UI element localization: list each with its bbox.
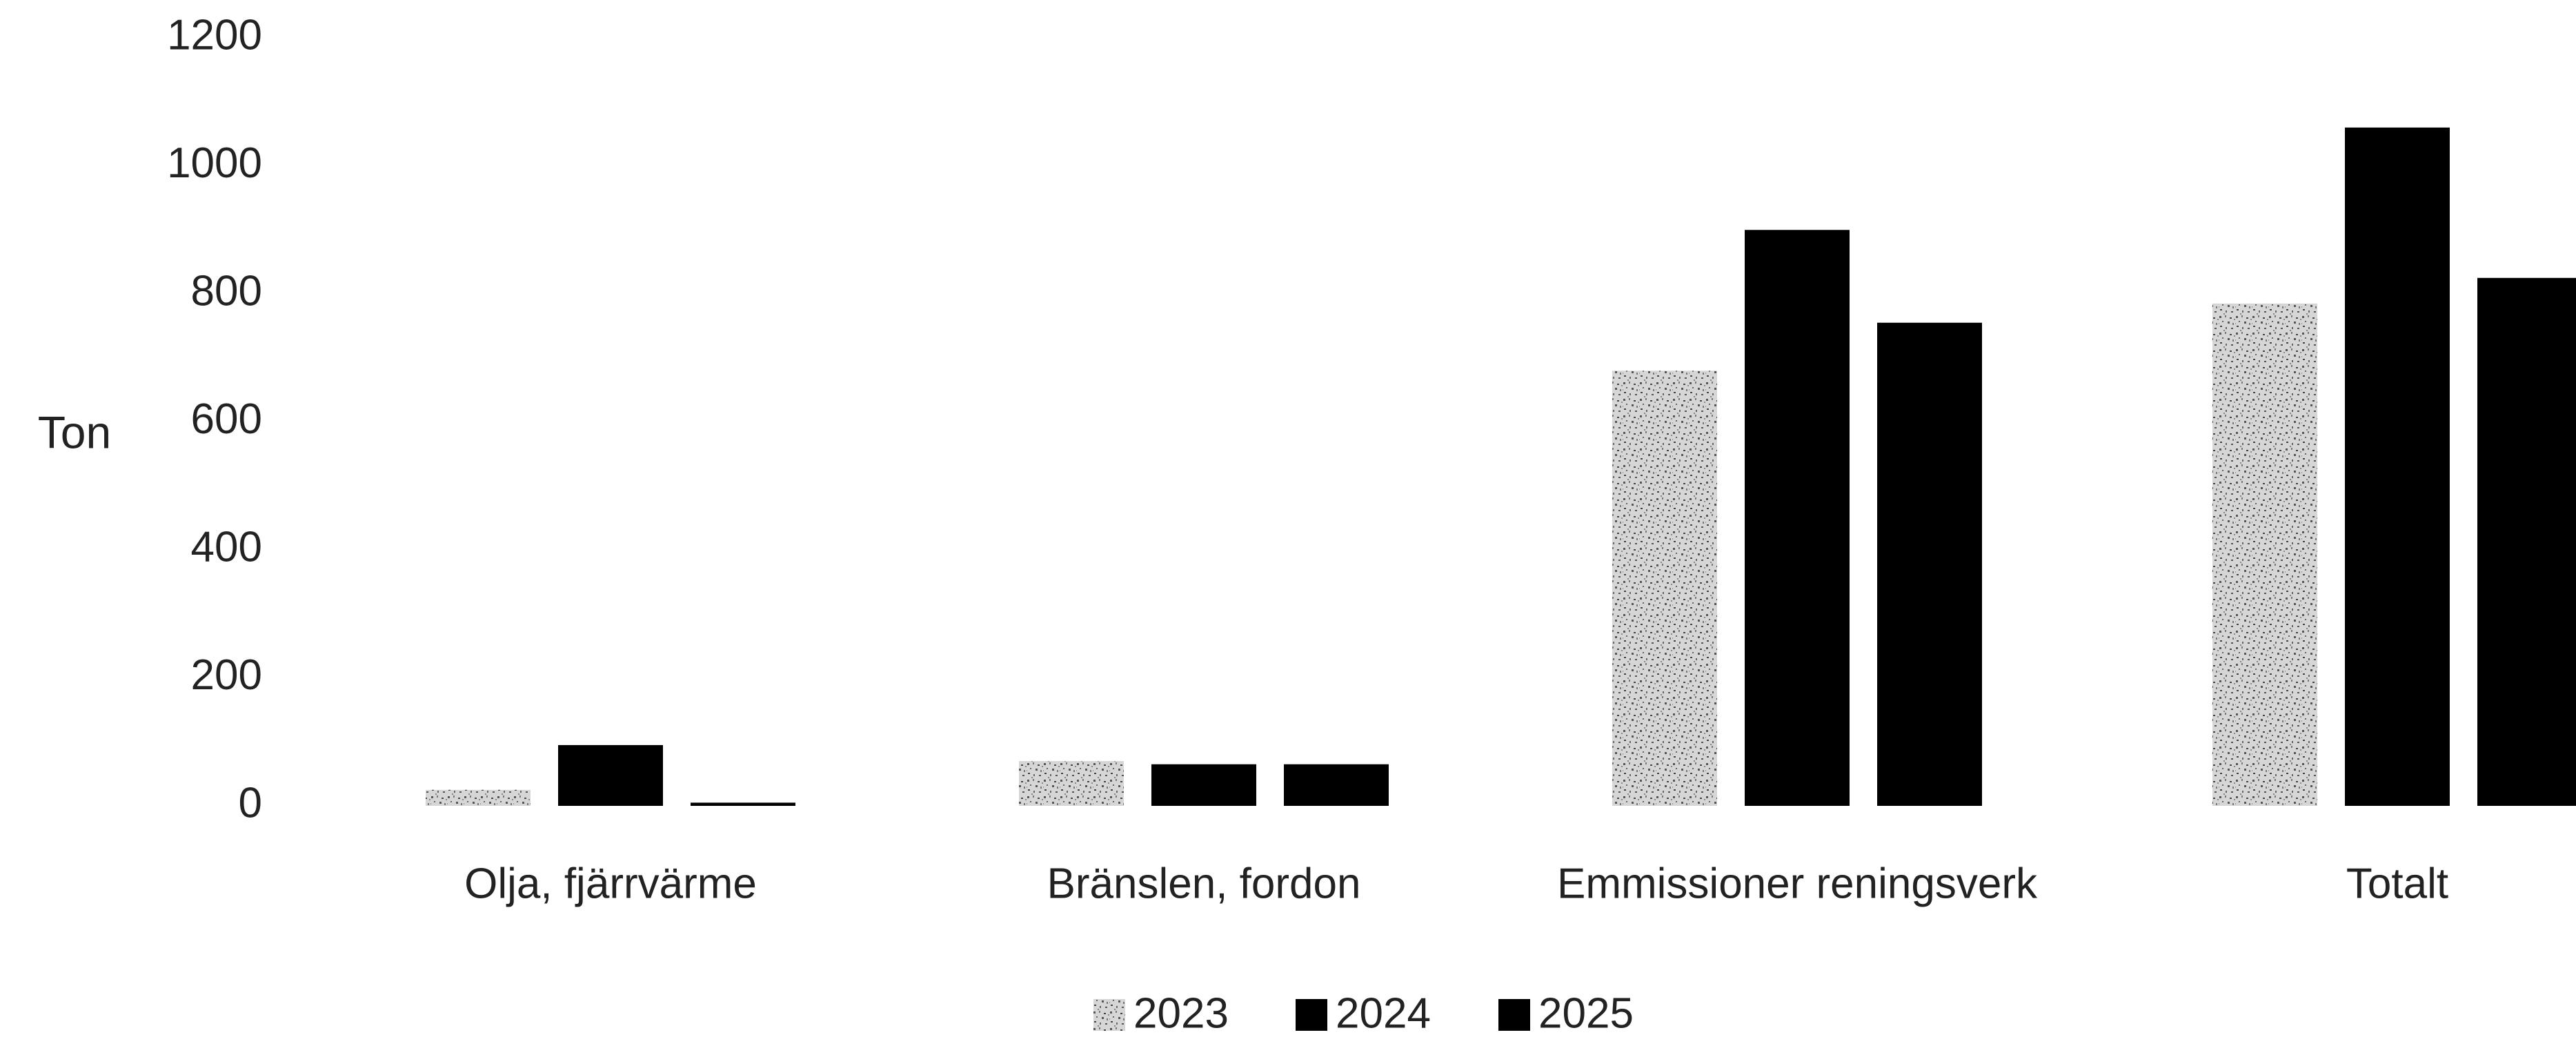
legend-swatch-2024: [1296, 999, 1327, 1031]
bar-2025-3: [1877, 322, 1982, 806]
legend-swatch-2023: [1093, 999, 1125, 1031]
bar-2025-2: [1284, 764, 1389, 806]
bar-2025-1: [691, 802, 795, 806]
bar-2024-1: [558, 744, 663, 806]
legend-label-2024: 2024: [1336, 989, 1431, 1037]
category-label: Bränslen, fordon: [1047, 860, 1361, 907]
bar-2024-2: [1151, 764, 1256, 806]
bar-2023-2: [1019, 761, 1124, 806]
y-axis-ticks: 0 200 400 600 800 1000 1200: [167, 11, 262, 827]
y-tick-label: 1200: [167, 11, 262, 59]
y-tick-label: 200: [191, 651, 262, 699]
bars: [426, 127, 2576, 807]
category-label: Totalt: [2346, 860, 2448, 907]
y-tick-label: 800: [191, 267, 262, 315]
category-labels: Olja, fjärrvärme Bränslen, fordon Emmissio…: [464, 860, 2448, 907]
bar-2025-4: [2477, 277, 2576, 806]
bar-2023-1: [426, 789, 531, 806]
bar-2023-3: [1612, 371, 1717, 806]
bar-2024-3: [1745, 230, 1850, 806]
category-label: Olja, fjärrvärme: [464, 860, 757, 907]
y-axis-title: Ton: [38, 406, 111, 457]
bar-2024-4: [2345, 127, 2450, 807]
y-tick-label: 0: [239, 779, 262, 827]
category-label: Emmissioner reningsverk: [1557, 860, 2038, 907]
y-tick-label: 600: [191, 395, 262, 443]
legend-swatch-2025: [1498, 999, 1530, 1031]
y-tick-label: 1000: [167, 139, 262, 187]
legend-label-2025: 2025: [1538, 989, 1634, 1037]
legend-label-2023: 2023: [1133, 989, 1229, 1037]
bar-2023-4: [2212, 303, 2317, 807]
legend: 2023 2024 2025: [1093, 989, 1634, 1037]
y-tick-label: 400: [191, 523, 262, 571]
